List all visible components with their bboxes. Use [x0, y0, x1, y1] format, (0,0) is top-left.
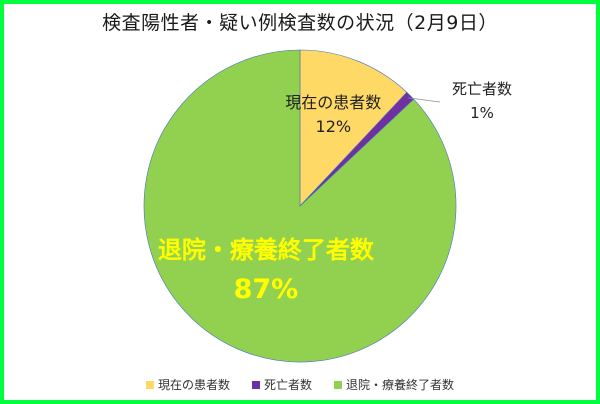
legend: 現在の患者数 死亡者数 退院・療養終了者数: [0, 376, 600, 393]
legend-swatch-2: [334, 380, 342, 389]
legend-swatch-0: [145, 380, 154, 389]
legend-label-2: 退院・療養終了者数: [346, 378, 455, 392]
slice-name-label-0: 現在の患者数: [285, 93, 381, 112]
chart-title: 検査陽性者・疑い例検査数の状況（2月9日）: [102, 12, 498, 34]
leader-line: [408, 97, 441, 103]
slice-name-label-1: 死亡者数: [452, 80, 512, 98]
slice-percent-label-2: 87%: [234, 274, 299, 305]
legend-swatch-1: [251, 380, 260, 389]
slice-name-label-2: 退院・療養終了者数: [158, 236, 375, 264]
pie-slice-2: [143, 49, 457, 363]
legend-label-0: 現在の患者数: [157, 378, 230, 392]
legend-item-2: 退院・療養終了者数: [334, 376, 454, 393]
legend-item-1: 死亡者数: [251, 376, 312, 393]
pie-slice-0: [299, 49, 408, 207]
legend-item-0: 現在の患者数: [145, 376, 230, 393]
legend-label-1: 死亡者数: [263, 378, 312, 392]
slice-percent-label-1: 1%: [470, 104, 494, 122]
slice-percent-label-0: 12%: [316, 117, 352, 136]
